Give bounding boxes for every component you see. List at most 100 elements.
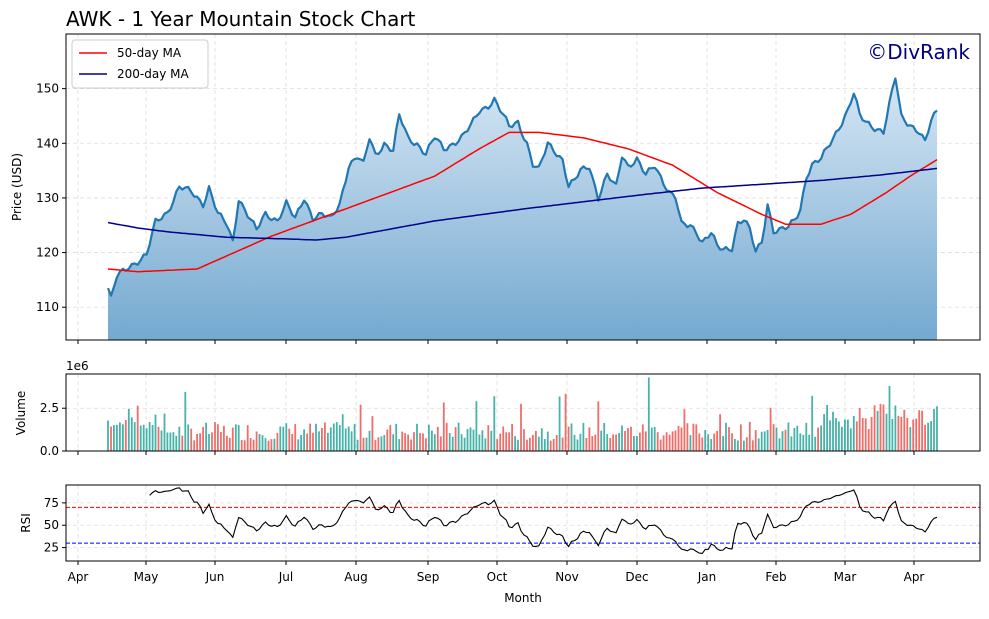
- volume-bar: [609, 438, 612, 451]
- volume-offset-label: 1e6: [66, 359, 89, 373]
- volume-bar: [529, 437, 531, 451]
- volume-bar: [318, 431, 320, 451]
- volume-bar: [933, 408, 935, 451]
- month-tick-label: Sep: [417, 570, 440, 584]
- volume-bar: [537, 436, 540, 451]
- volume-bar: [692, 423, 695, 451]
- volume-bar: [847, 419, 849, 451]
- volume-bar: [606, 434, 609, 451]
- volume-bar: [523, 429, 525, 451]
- volume-bar: [300, 435, 302, 451]
- volume-bar: [190, 428, 193, 451]
- volume-bar: [401, 431, 404, 451]
- volume-bar: [757, 438, 760, 451]
- volume-bar: [591, 436, 594, 451]
- volume-bar: [906, 418, 909, 451]
- volume-bar: [237, 425, 240, 451]
- volume-bar: [321, 428, 323, 451]
- volume-bar: [487, 425, 490, 451]
- price-x-ticks: [77, 340, 915, 344]
- month-tick-label: Jan: [697, 570, 717, 584]
- volume-bar: [564, 393, 567, 451]
- volume-bar: [172, 432, 175, 451]
- volume-bar: [246, 425, 249, 451]
- rsi-y-tick-label: 75: [44, 496, 59, 510]
- price-y-tick-label: 130: [36, 191, 59, 205]
- volume-bar: [371, 416, 374, 451]
- volume-bar: [205, 422, 207, 451]
- volume-bar: [704, 430, 707, 451]
- volume-bar: [775, 427, 778, 451]
- volume-bar: [490, 430, 493, 451]
- volume-bar: [196, 434, 198, 451]
- volume-bar: [802, 434, 805, 451]
- month-tick-label: May: [134, 570, 159, 584]
- volume-bar: [650, 427, 653, 451]
- volume-bar: [784, 429, 787, 451]
- volume-bar: [653, 427, 656, 451]
- volume-bar: [228, 437, 231, 451]
- volume-bar: [175, 435, 178, 451]
- month-tick-label: Apr: [904, 570, 925, 584]
- volume-bar: [303, 429, 305, 451]
- volume-bar: [130, 417, 133, 451]
- rsi-y-axis: 25 50 75: [44, 496, 66, 555]
- volume-bar: [428, 424, 430, 451]
- volume-bar: [315, 423, 317, 451]
- volume-bar: [641, 424, 644, 451]
- volume-bar: [713, 433, 716, 451]
- volume-bar: [142, 424, 145, 451]
- month-tick-label: Oct: [487, 570, 508, 584]
- volume-bar: [870, 416, 873, 451]
- volume-bar: [457, 422, 460, 451]
- price-panel-frame: [65, 33, 981, 341]
- month-tick-label: Dec: [625, 570, 648, 584]
- volume-bar: [639, 432, 641, 451]
- volume-bar: [927, 422, 929, 451]
- volume-bar: [858, 408, 861, 451]
- volume-bar: [220, 431, 222, 451]
- volume-bar: [511, 424, 513, 451]
- volume-bar: [517, 439, 519, 451]
- volume-bar: [184, 391, 187, 451]
- volume-bar: [442, 402, 445, 451]
- volume-bar: [662, 435, 665, 451]
- volume-bar: [475, 401, 478, 451]
- volume-bar: [576, 439, 579, 451]
- volume-bar: [891, 419, 894, 451]
- volume-bar: [745, 437, 748, 451]
- ma50-line: [107, 131, 938, 273]
- volume-bar: [624, 431, 626, 451]
- volume-bar: [484, 438, 487, 451]
- rsi-y-label: RSI: [19, 513, 33, 533]
- volume-bar: [514, 436, 516, 451]
- volume-bar: [332, 423, 335, 451]
- volume-bar: [656, 432, 659, 451]
- volume-bar: [579, 433, 582, 451]
- volume-bar: [107, 420, 109, 451]
- month-tick-label: Jun: [205, 570, 225, 584]
- volume-bar: [460, 434, 463, 451]
- volume-bar: [279, 426, 282, 451]
- volume-bar: [558, 396, 561, 451]
- volume-bar: [737, 440, 739, 451]
- volume-bar: [879, 404, 882, 451]
- volume-bar: [163, 413, 166, 451]
- volume-bar: [481, 430, 484, 451]
- volume-bar: [344, 428, 347, 451]
- legend-box: [71, 39, 209, 89]
- volume-bar: [407, 434, 409, 451]
- volume-bar: [252, 439, 255, 451]
- volume-bar: [309, 423, 311, 451]
- volume-bar: [261, 435, 264, 451]
- volume-y-tick-label: 2.5: [40, 401, 59, 415]
- volume-bar: [451, 436, 454, 451]
- volume-bar: [202, 426, 204, 451]
- rsi-panel-frame: [65, 484, 981, 562]
- volume-bar: [573, 434, 576, 451]
- price-y-tick-label: 120: [36, 246, 59, 260]
- volume-bar: [555, 435, 558, 451]
- volume-y-axis: 0.0 2.5: [40, 401, 66, 458]
- volume-bar: [844, 419, 846, 451]
- price-y-tick-label: 140: [36, 136, 59, 150]
